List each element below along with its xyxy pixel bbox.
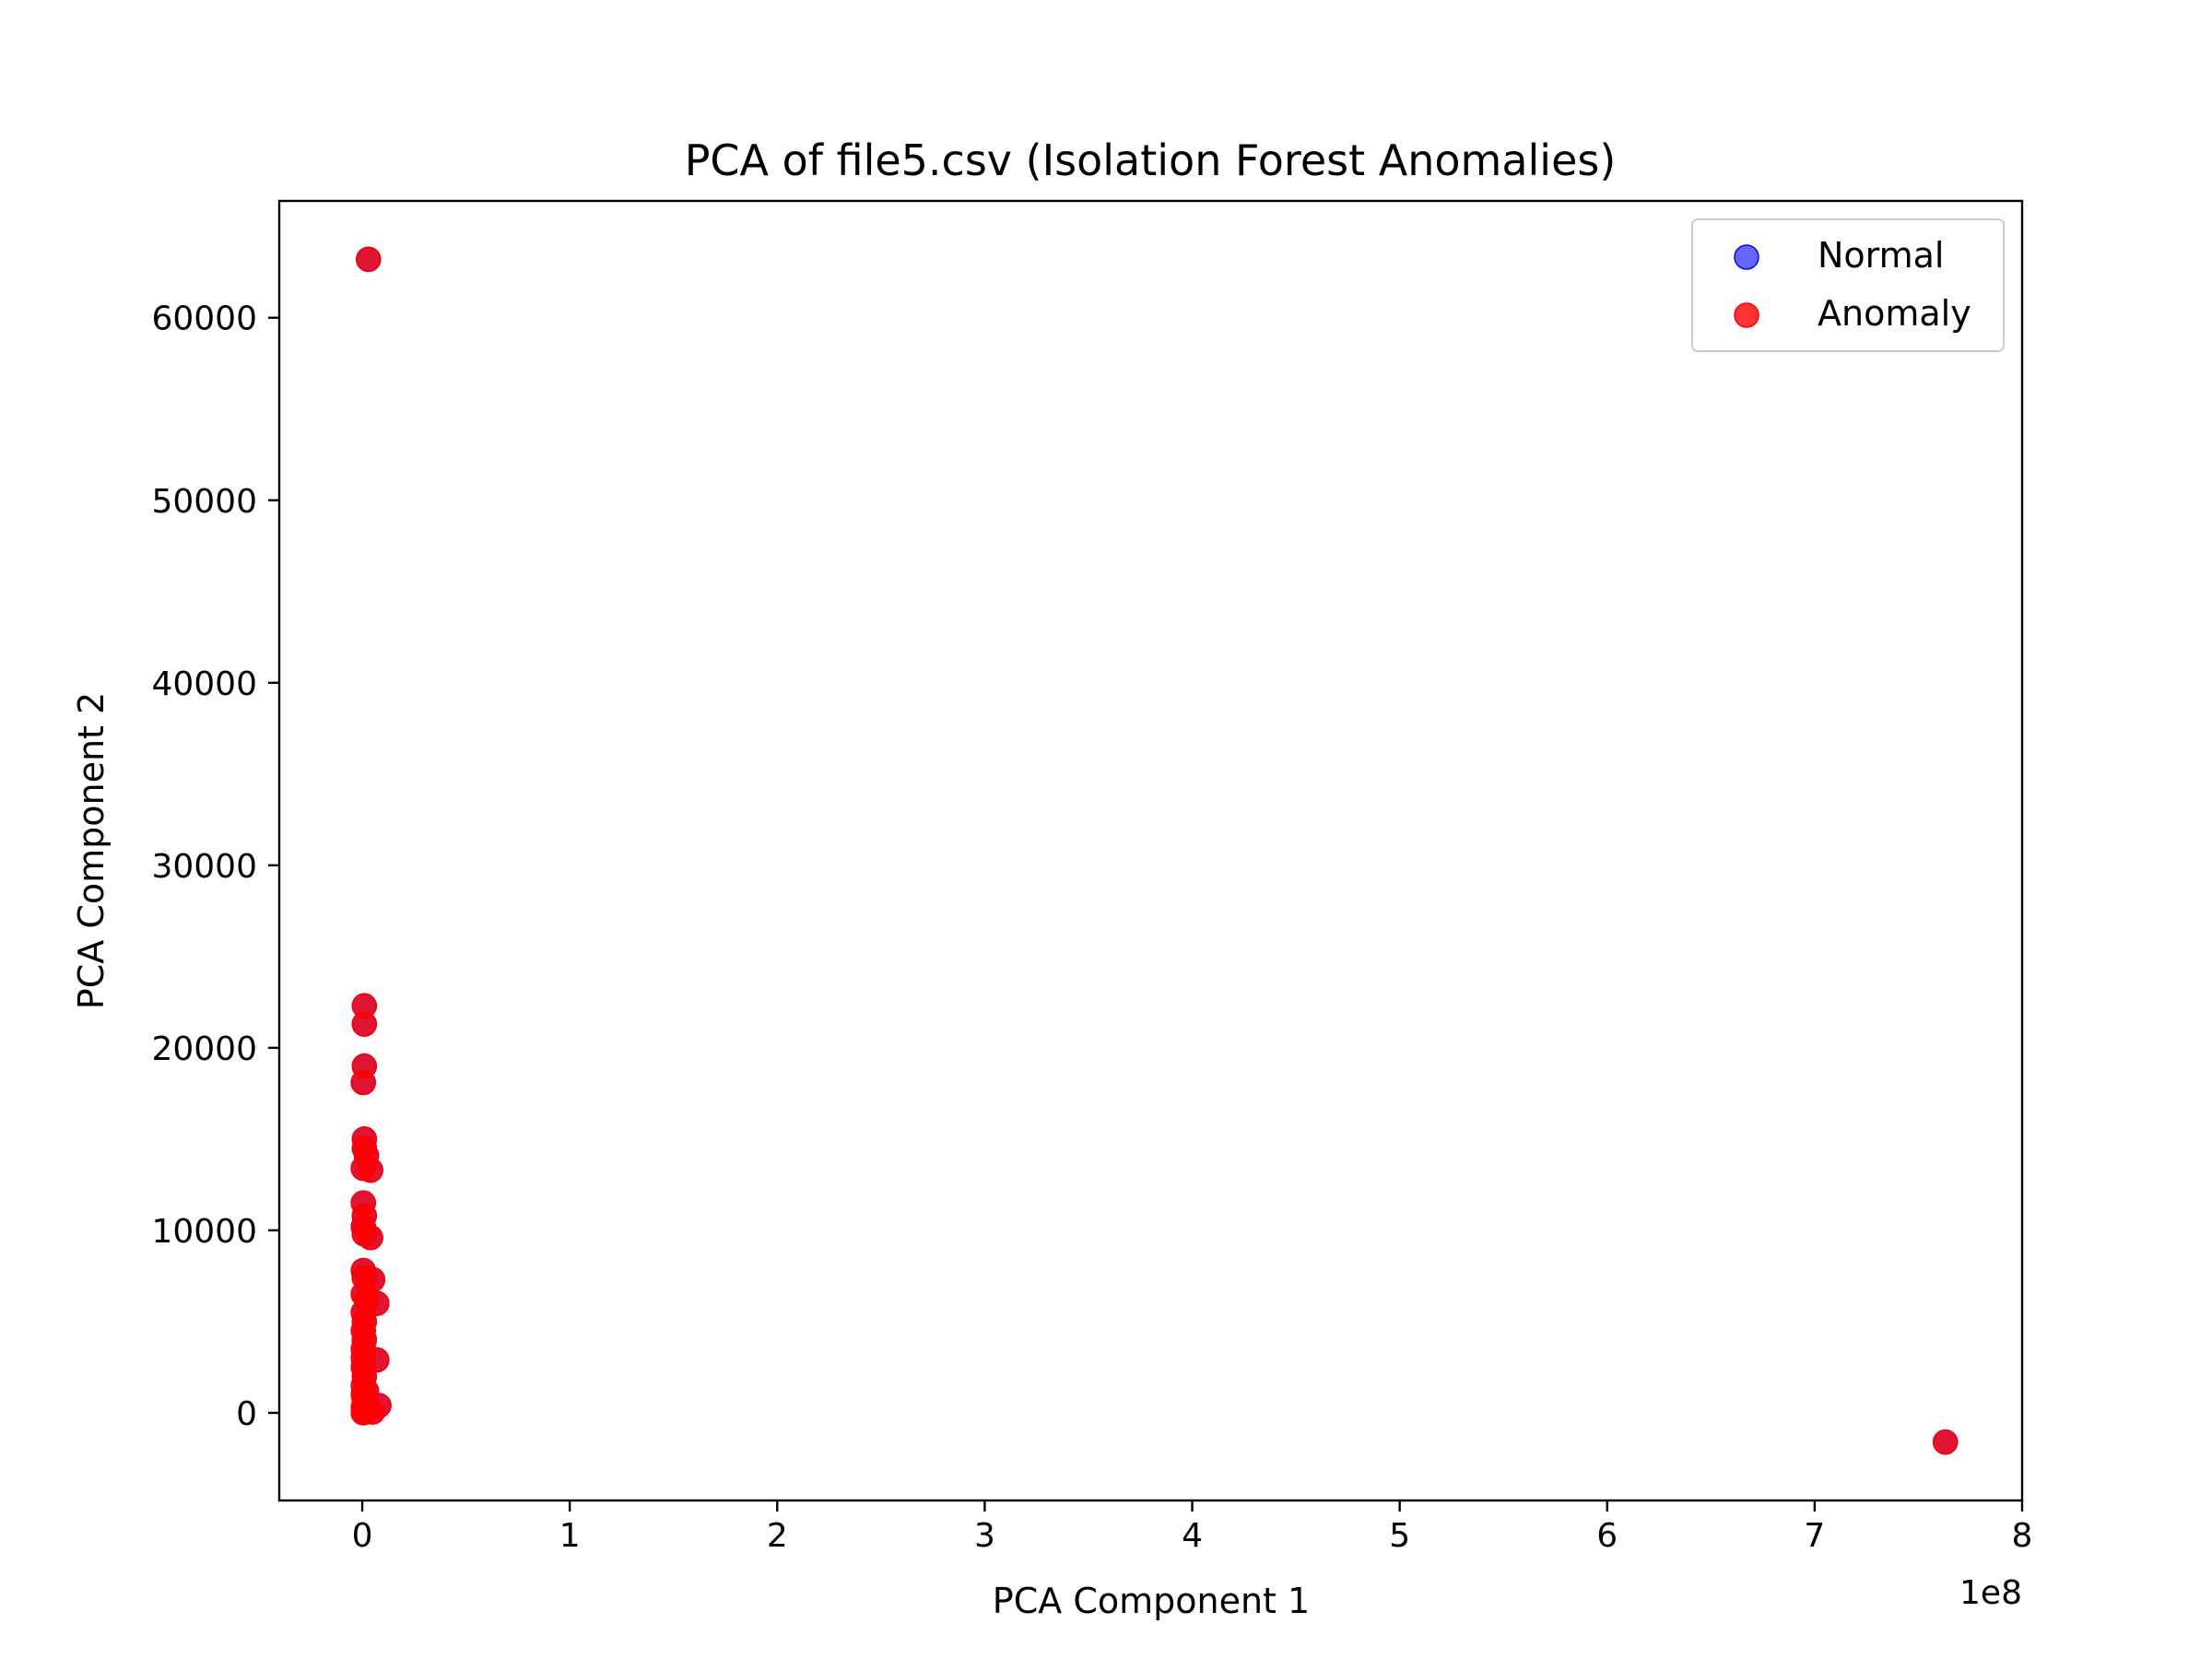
y-tick-label-1: 10000	[151, 1213, 257, 1251]
legend-marker-normal	[1734, 244, 1759, 270]
y-axis-label: PCA Component 2	[71, 692, 112, 1009]
legend-box	[1691, 218, 2005, 352]
plot-frame	[277, 199, 2024, 1502]
x-tick-label-7: 7	[1804, 1517, 1825, 1555]
point-anomaly-40	[1932, 1429, 1959, 1455]
y-tick-label-2: 20000	[151, 1030, 257, 1068]
chart-title: PCA of file5.csv (Isolation Forest Anoma…	[685, 135, 1617, 185]
point-anomaly-14	[358, 1225, 383, 1251]
legend-marker-anomaly	[1734, 302, 1759, 328]
point-anomaly-9	[350, 1155, 376, 1182]
x-offset-label: 1e8	[1959, 1574, 2022, 1612]
y-tick-label-3: 30000	[151, 848, 257, 886]
x-tick-label-2: 2	[767, 1517, 788, 1555]
point-anomaly-4	[350, 1069, 376, 1096]
point-anomaly-0	[356, 246, 382, 273]
x-axis-label: PCA Component 1	[993, 1581, 1310, 1621]
x-tick-label-5: 5	[1389, 1517, 1410, 1555]
ticks-layer: 0 1 2 3 4 5 6 7 8 0 10000 20000 30000 40000 50000 60000	[151, 300, 2032, 1555]
y-tick-label-6: 60000	[151, 300, 257, 338]
x-tick-label-3: 3	[974, 1517, 995, 1555]
x-tick-label-1: 1	[559, 1517, 581, 1555]
legend: Normal Anomaly	[1691, 218, 2005, 352]
points-layer	[350, 246, 1959, 1455]
y-tick-label-0: 0	[236, 1395, 257, 1433]
y-tick-label-5: 50000	[151, 483, 257, 521]
x-tick-label-6: 6	[1596, 1517, 1618, 1555]
legend-label-normal: Normal	[1818, 235, 1945, 276]
x-tick-label-0: 0	[352, 1517, 373, 1555]
y-tick-label-4: 40000	[151, 665, 257, 703]
x-tick-label-8: 8	[2012, 1517, 2033, 1555]
point-anomaly-39	[350, 1400, 376, 1426]
legend-label-anomaly: Anomaly	[1818, 293, 1971, 334]
point-anomaly-2	[351, 1011, 378, 1037]
x-tick-label-4: 4	[1182, 1517, 1203, 1555]
